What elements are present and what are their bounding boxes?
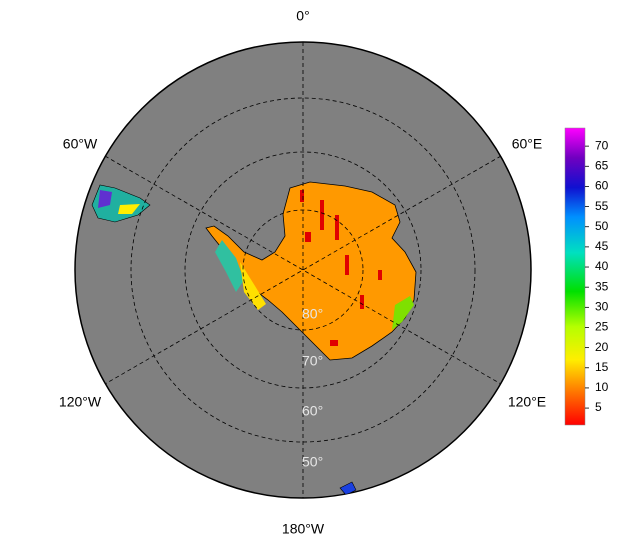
lon-label: 180°W — [282, 521, 325, 537]
colorbar — [564, 127, 586, 426]
island — [339, 481, 357, 496]
lon-label: 60°E — [512, 136, 543, 152]
colorbar-tick-label: 30 — [595, 300, 609, 314]
colorbar-tick-label: 15 — [595, 360, 609, 374]
lat-label: 50° — [302, 454, 323, 470]
lon-label: 0° — [296, 8, 309, 24]
colorbar-tick-label: 40 — [595, 259, 609, 273]
colorbar-tick-label: 60 — [595, 179, 609, 193]
antarctica — [205, 181, 417, 361]
colorbar-tick-label: 65 — [595, 158, 609, 172]
colorbar-tick-label: 45 — [595, 239, 609, 253]
lat-label: 60° — [302, 403, 323, 419]
colorbar-tick-label: 55 — [595, 199, 609, 213]
lon-label: 60°W — [63, 136, 98, 152]
lon-label: 120°E — [508, 394, 546, 410]
colorbar-tick-label: 20 — [595, 340, 609, 354]
colorbar-tick-label: 50 — [595, 219, 609, 233]
coast-band — [240, 262, 266, 310]
colorbar-tick-label: 70 — [595, 138, 609, 152]
lat-label: 80° — [302, 306, 323, 322]
graticule — [104, 42, 502, 498]
peninsula-band — [215, 240, 244, 292]
lon-label: 120°W — [59, 394, 102, 410]
colorbar-tick-label: 35 — [595, 279, 609, 293]
land-patch — [118, 204, 140, 214]
coast-band — [392, 296, 414, 330]
red-streaks — [300, 190, 382, 346]
lat-label: 70° — [302, 353, 323, 369]
colorbar-tick-label: 10 — [595, 380, 609, 394]
colorbar-tick-label: 5 — [595, 400, 602, 414]
land-patch — [98, 190, 112, 208]
land — [91, 181, 417, 496]
colorbar-tick-label: 25 — [595, 320, 609, 334]
